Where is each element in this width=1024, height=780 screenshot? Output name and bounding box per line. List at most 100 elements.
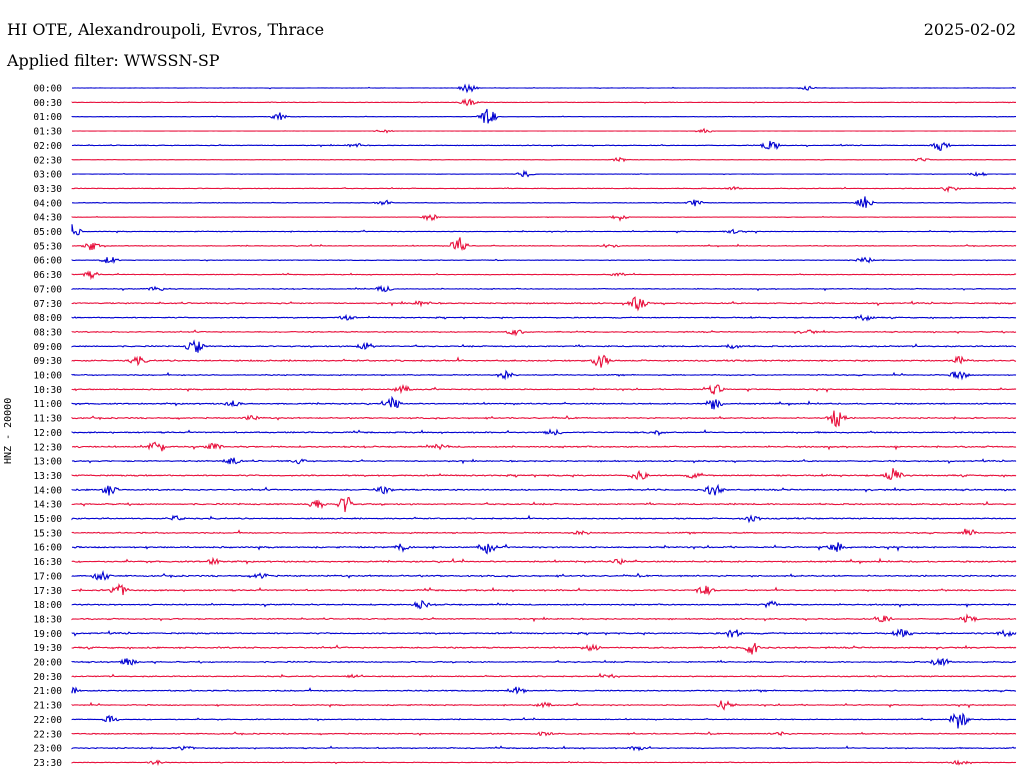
trace-line [71,284,1017,293]
trace-line [71,483,1017,496]
time-tick-label: 03:30 [33,184,62,195]
trace-line [71,213,1017,222]
trace-line [71,600,1016,610]
time-tick-label: 13:30 [33,471,62,482]
trace-line [71,339,1017,353]
trace-line [71,395,1017,410]
time-tick-label: 12:30 [33,442,62,453]
time-tick-label: 09:30 [33,356,62,367]
trace-line [71,185,1017,193]
trace-line [71,237,1017,251]
trace-line [71,127,1017,134]
trace-line [71,542,1017,555]
time-tick-label: 20:30 [33,672,62,683]
trace-line [71,156,1017,163]
trace-line [71,613,1017,623]
time-tick-label: 10:30 [33,385,62,396]
time-tick-label: 06:00 [33,256,62,267]
time-tick-label: 21:00 [33,686,62,697]
time-tick-label: 15:00 [33,514,62,525]
trace-line [71,140,1017,152]
time-tick-label: 05:30 [33,241,62,252]
trace-line [71,642,1017,655]
time-tick-label: 19:00 [33,629,62,640]
trace-line [71,428,1017,437]
time-tick-label: 09:00 [33,342,62,353]
time-tick-label: 01:00 [33,112,62,123]
trace-line [71,169,1016,178]
time-tick-label: 18:30 [33,614,62,625]
trace-line [71,700,1016,711]
time-tick-label: 19:30 [33,643,62,654]
time-tick-label: 23:00 [33,744,62,755]
date-label: 2025-02-02 [923,20,1016,39]
trace-line [71,583,1017,596]
time-tick-label: 14:30 [33,500,62,511]
time-tick-label: 04:30 [33,213,62,224]
trace-line [72,441,1017,452]
station-title: HI OTE, Alexandroupoli, Evros, Thrace [7,20,325,39]
trace-line [71,556,1017,566]
trace-line [71,256,1016,265]
trace-line [71,496,1017,513]
time-tick-label: 11:00 [33,399,62,410]
trace-line [71,329,1017,337]
trace-line [71,628,1017,639]
time-tick-label: 04:00 [33,198,62,209]
time-tick-label: 07:30 [33,299,62,310]
trace-line [71,745,1016,752]
time-tick-label: 22:30 [33,729,62,740]
time-tick-label: 20:00 [33,658,62,669]
trace-line [71,98,1017,107]
time-tick-label: 01:30 [33,127,62,138]
time-tick-label: 17:00 [33,571,62,582]
time-tick-label: 22:00 [33,715,62,726]
trace-line [71,657,1017,667]
time-tick-label: 23:30 [33,758,62,769]
time-tick-label: 00:00 [33,84,62,95]
trace-line [71,712,1017,729]
trace-line [71,296,1017,312]
time-tick-label: 21:30 [33,701,62,712]
time-tick-label: 06:30 [33,270,62,281]
trace-line [71,108,1016,124]
time-tick-label: 18:00 [33,600,62,611]
time-tick-label: 16:00 [33,543,62,554]
time-tick-label: 08:30 [33,327,62,338]
trace-line [71,570,1017,581]
trace-line [71,313,1017,322]
trace-line [71,369,1017,381]
time-tick-label: 16:30 [33,557,62,568]
trace-line [71,672,1017,679]
trace-line [71,383,1017,395]
time-tick-label: 11:30 [33,414,62,425]
trace-line [71,270,1017,281]
time-tick-label: 00:30 [33,98,62,109]
trace-line [71,731,1017,737]
trace-line [71,468,1017,481]
time-tick-label: 14:00 [33,485,62,496]
time-tick-label: 02:00 [33,141,62,152]
time-tick-label: 03:00 [33,170,62,181]
time-tick-label: 17:30 [33,586,62,597]
trace-line [71,410,1017,428]
trace-line [71,528,1017,536]
trace-line [71,514,1017,524]
time-tick-label: 10:00 [33,371,62,382]
trace-line [71,759,1017,767]
trace-line [71,686,1016,695]
trace-line [71,83,1017,94]
time-tick-label: 13:00 [33,457,62,468]
trace-line [72,196,1016,208]
time-tick-label: 07:00 [33,284,62,295]
trace-line [71,457,1017,465]
time-tick-label: 02:30 [33,155,62,166]
trace-line [71,224,1017,236]
time-tick-label: 12:00 [33,428,62,439]
trace-line [71,354,1017,368]
filter-label: Applied filter: WWSSN-SP [7,51,220,70]
time-tick-label: 08:00 [33,313,62,324]
time-tick-label: 15:30 [33,528,62,539]
time-tick-label: 05:00 [33,227,62,238]
